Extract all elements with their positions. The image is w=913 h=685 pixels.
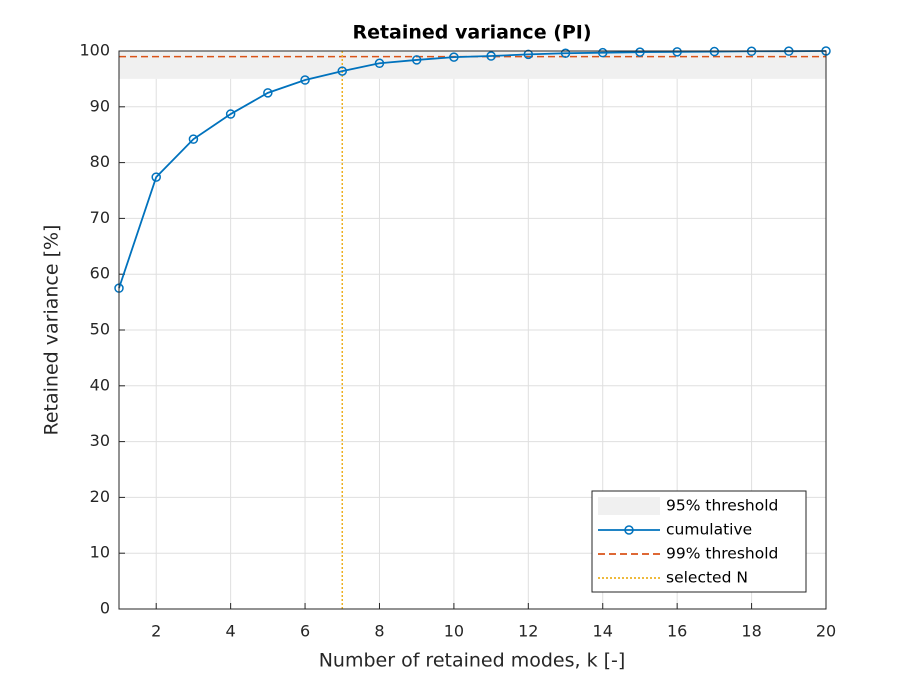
chart-title: Retained variance (PI) (352, 22, 591, 44)
y-tick-label: 40 (90, 375, 110, 394)
x-tick-label: 10 (444, 622, 464, 641)
y-tick-label: 50 (90, 320, 110, 339)
y-tick-label: 90 (90, 96, 110, 115)
y-tick-label: 100 (79, 41, 110, 60)
data-point (225, 109, 236, 119)
legend-label: selected N (666, 569, 748, 587)
x-tick-label: 2 (151, 622, 161, 641)
data-point (374, 58, 385, 69)
x-axis-label: Number of retained modes, k [-] (319, 650, 626, 672)
legend-label: 95% threshold (666, 497, 778, 515)
data-point (560, 48, 571, 58)
legend-label: cumulative (666, 521, 752, 539)
data-point (300, 75, 310, 85)
x-tick-label: 16 (667, 622, 687, 641)
y-tick-label: 20 (90, 487, 110, 506)
y-tick-label: 80 (90, 152, 110, 171)
x-tick-label: 8 (374, 622, 384, 641)
x-tick-label: 20 (816, 622, 836, 641)
legend-marker (624, 525, 634, 535)
x-tick-label: 14 (593, 622, 613, 641)
data-line (118, 50, 827, 289)
y-tick-label: 70 (90, 208, 110, 227)
data-point (486, 51, 496, 61)
data-point (411, 55, 422, 65)
x-tick-label: 12 (518, 622, 538, 641)
data-point (597, 47, 608, 58)
data-point (449, 52, 459, 62)
threshold-band (119, 51, 826, 79)
y-tick-label: 0 (100, 599, 110, 618)
x-tick-label: 18 (741, 622, 761, 641)
data-point (523, 49, 534, 60)
legend-label: 99% threshold (666, 545, 778, 563)
data-point (151, 172, 161, 182)
data-point (709, 46, 720, 57)
data-point (263, 88, 273, 98)
y-tick-label: 10 (90, 543, 110, 562)
data-point (337, 66, 348, 76)
data-point (188, 134, 199, 144)
y-tick-label: 60 (90, 264, 110, 283)
x-tick-label: 4 (226, 622, 236, 641)
y-axis-label: Retained variance [%] (41, 225, 63, 436)
legend-swatch (598, 497, 660, 515)
axes-box (118, 50, 827, 610)
x-tick-label: 6 (300, 622, 310, 641)
y-tick-label: 30 (90, 431, 110, 450)
data-point (635, 47, 645, 57)
data-point (672, 47, 682, 57)
